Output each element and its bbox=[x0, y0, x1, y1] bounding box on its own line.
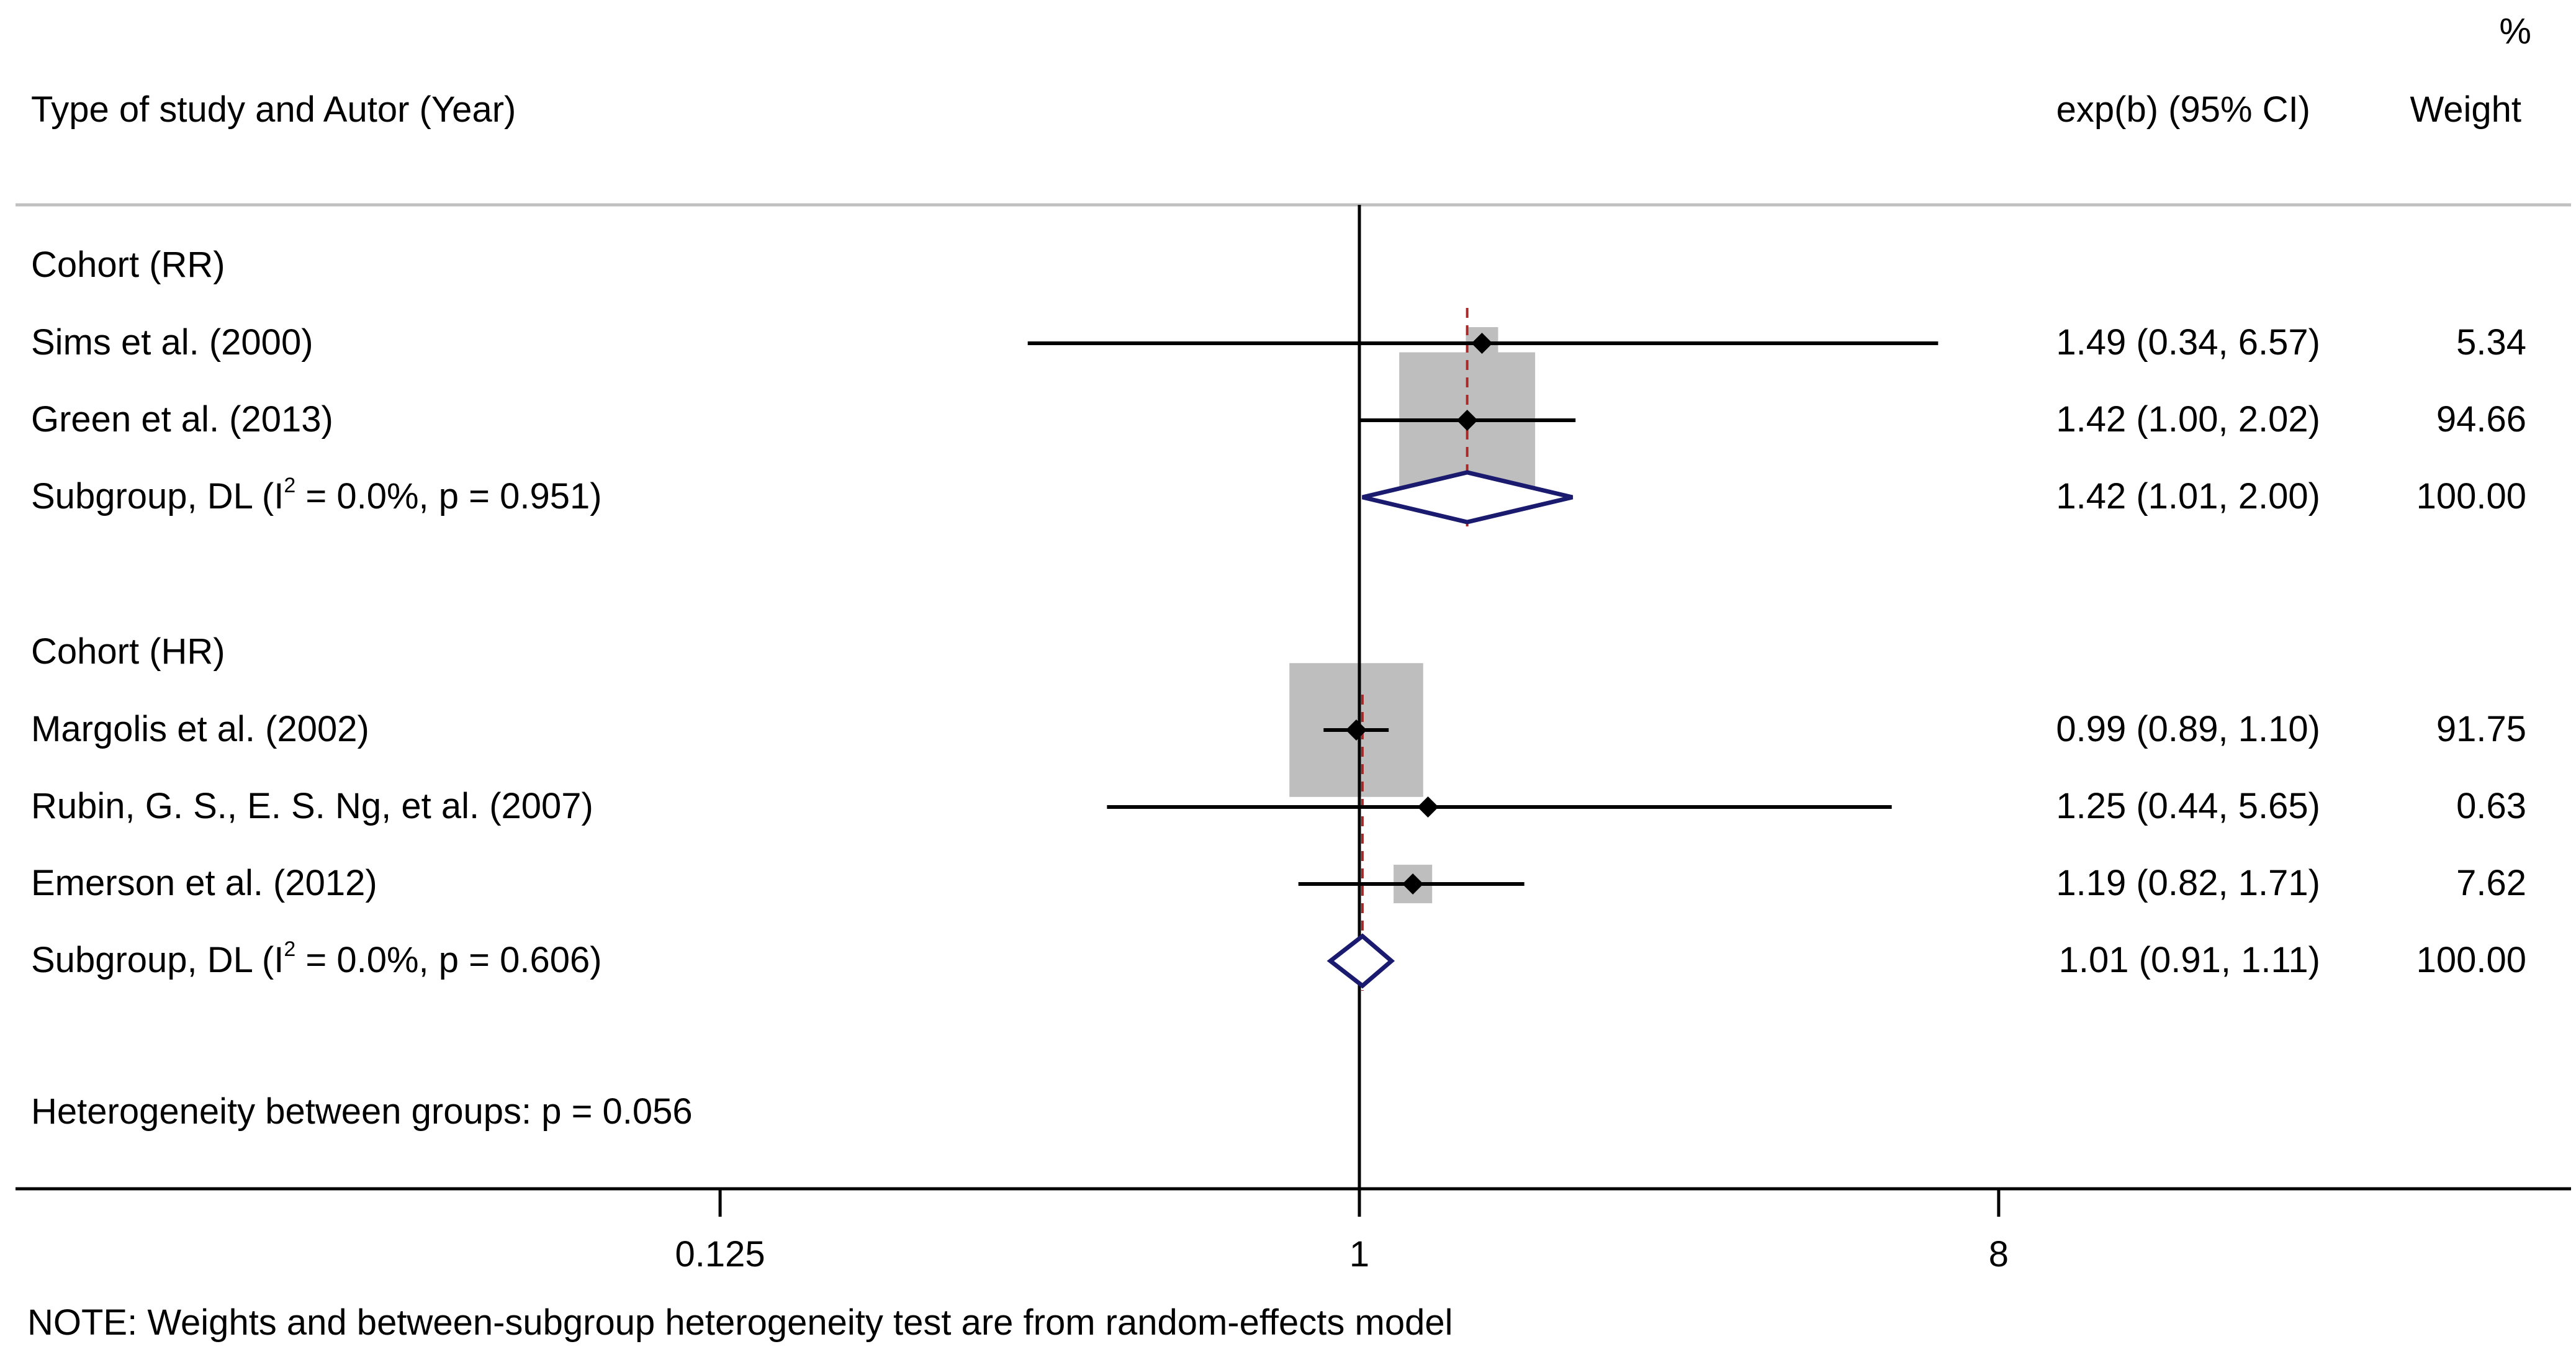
point-estimate-1-1 bbox=[1417, 796, 1439, 818]
study-label-0-0: Sims et al. (2000) bbox=[31, 322, 313, 363]
ci-text-1-0: 0.99 (0.89, 1.10) bbox=[2056, 709, 2320, 749]
group-label-0: Cohort (RR) bbox=[31, 245, 225, 285]
weight-text-1-0: 91.75 bbox=[2436, 709, 2526, 749]
estimate-column-header: exp(b) (95% CI) bbox=[2056, 89, 2310, 130]
subgroup-diamond-1 bbox=[1326, 933, 1395, 989]
x-tick-label-0: 0.125 bbox=[675, 1234, 765, 1274]
weight-percent-label: % bbox=[2499, 11, 2531, 52]
subgroup-ci-text-0: 1.42 (1.01, 2.00) bbox=[2056, 476, 2320, 516]
weight-text-0-1: 94.66 bbox=[2436, 399, 2526, 440]
ci-text-1-1: 1.25 (0.44, 5.65) bbox=[2056, 786, 2320, 826]
subgroup-weight-text-1: 100.00 bbox=[2416, 940, 2526, 980]
weight-text-0-0: 5.34 bbox=[2456, 322, 2526, 363]
study-label-1-1: Rubin, G. S., E. S. Ng, et al. (2007) bbox=[31, 786, 593, 826]
group-label-1: Cohort (HR) bbox=[31, 631, 225, 672]
point-estimate-0-1 bbox=[1456, 410, 1478, 431]
x-tick-label-2: 8 bbox=[1989, 1234, 2009, 1274]
study-label-0-1: Green et al. (2013) bbox=[31, 399, 333, 440]
weight-text-1-1: 0.63 bbox=[2456, 786, 2526, 826]
footnote: NOTE: Weights and between-subgroup heter… bbox=[27, 1302, 1453, 1343]
plot-area: Cohort (RR) Sims et al. (2000) 1.49 (0.34,… bbox=[16, 205, 2571, 1274]
study-column-header: Type of study and Autor (Year) bbox=[31, 89, 516, 130]
ci-text-1-2: 1.19 (0.82, 1.71) bbox=[2056, 863, 2320, 903]
study-label-1-0: Margolis et al. (2002) bbox=[31, 709, 369, 749]
point-estimate-0-0 bbox=[1471, 333, 1493, 354]
study-label-1-2: Emerson et al. (2012) bbox=[31, 863, 377, 903]
weight-text-1-2: 7.62 bbox=[2456, 863, 2526, 903]
weight-column-header: Weight bbox=[2410, 89, 2521, 130]
point-estimate-1-2 bbox=[1402, 873, 1424, 895]
subgroup-ci-text-1: 1.01 (0.91, 1.11) bbox=[2059, 940, 2320, 980]
subgroup-weight-text-0: 100.00 bbox=[2416, 476, 2526, 516]
ci-text-0-1: 1.42 (1.00, 2.02) bbox=[2056, 399, 2320, 440]
heterogeneity-text: Heterogeneity between groups: p = 0.056 bbox=[31, 1091, 693, 1132]
subgroup-label-1: Subgroup, DL (I2 = 0.0%, p = 0.606) bbox=[31, 937, 602, 980]
x-tick-label-1: 1 bbox=[1349, 1234, 1369, 1274]
subgroup-diamond-0 bbox=[1362, 470, 1574, 525]
point-estimate-1-0 bbox=[1346, 719, 1367, 741]
ci-text-0-0: 1.49 (0.34, 6.57) bbox=[2056, 322, 2320, 363]
subgroup-label-0: Subgroup, DL (I2 = 0.0%, p = 0.951) bbox=[31, 474, 602, 516]
